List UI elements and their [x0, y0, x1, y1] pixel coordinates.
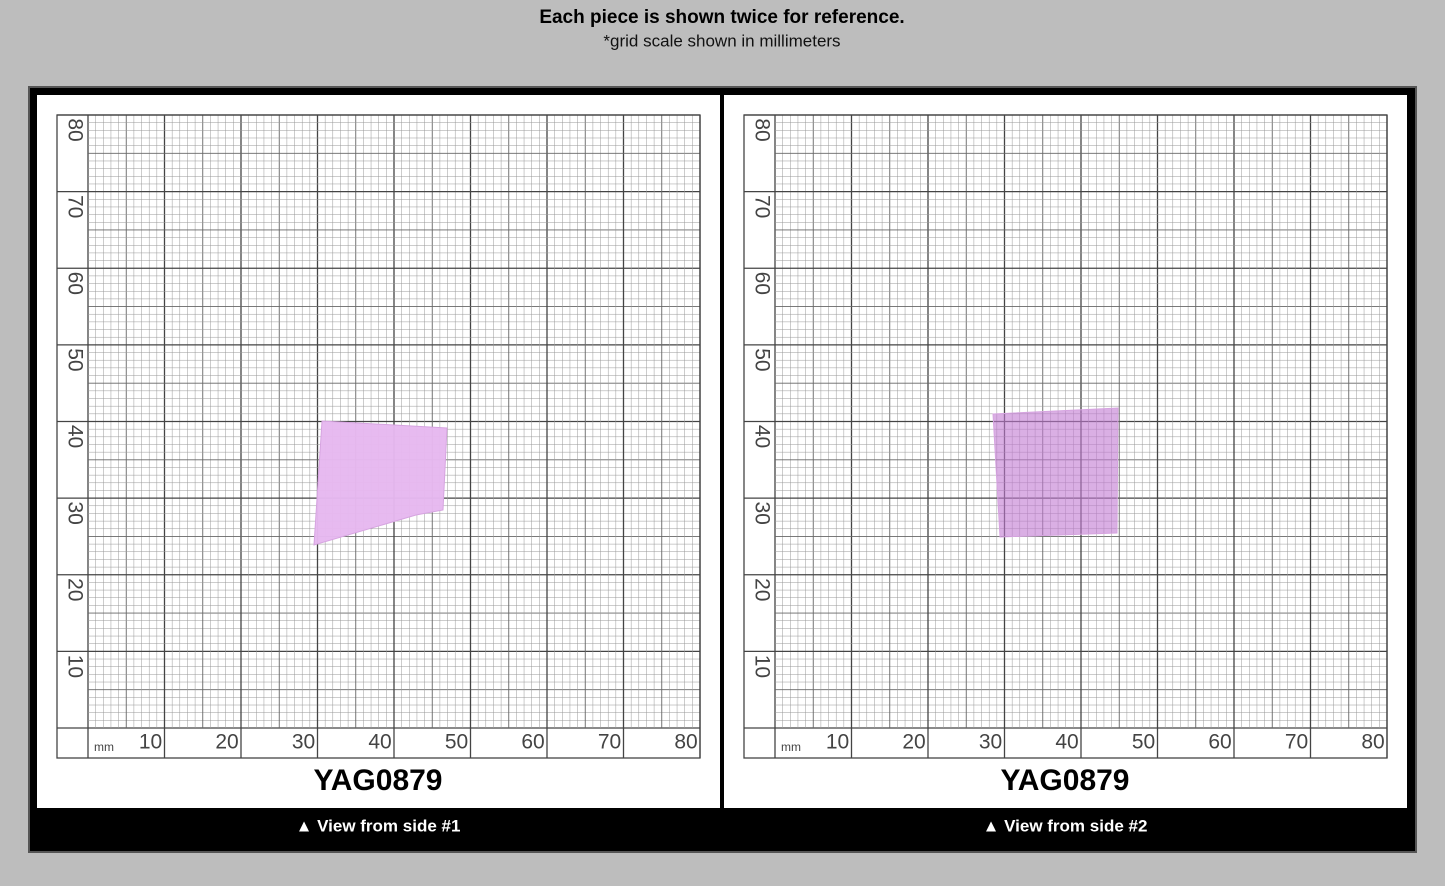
y-scale-label: 20: [63, 578, 86, 601]
y-scale-label: 60: [750, 272, 773, 295]
y-scale-label: 50: [63, 348, 86, 371]
y-scale-label: 50: [750, 348, 773, 371]
x-scale-label: 60: [1208, 731, 1231, 754]
x-scale-label: 80: [1361, 731, 1384, 754]
x-scale-label: 70: [1285, 731, 1308, 754]
x-scale-label: 70: [598, 731, 621, 754]
y-scale-label: 30: [63, 501, 86, 524]
x-scale-label: 50: [445, 731, 468, 754]
y-scale-label: 30: [750, 501, 773, 524]
x-scale-label: 30: [979, 731, 1002, 754]
unit-label: mm: [781, 740, 801, 754]
x-scale-label: 60: [521, 731, 544, 754]
y-scale-label: 70: [63, 195, 86, 218]
y-scale-label: 80: [63, 118, 86, 141]
y-scale-label: 40: [750, 425, 773, 448]
panel: 10 20 30 40 50 60 70 80 mm 80 70 60 50 40 30 20 10 YAG087…: [743, 114, 1388, 835]
caption: ▲ View from side #1: [296, 816, 461, 835]
caption: ▲ View from side #2: [983, 816, 1148, 835]
x-scale-label: 80: [674, 731, 697, 754]
crystal: [313, 420, 448, 546]
x-scale-label: 40: [1055, 731, 1078, 754]
panel: 10 20 30 40 50 60 70 80 mm 80 70 60 50 40 30 20 10 YAG087…: [56, 114, 701, 835]
title: Each piece is shown twice for reference.: [539, 7, 904, 28]
y-scale-label: 10: [750, 655, 773, 678]
x-scale-label: 50: [1132, 731, 1155, 754]
piece-label: YAG0879: [314, 764, 443, 797]
grid-border: [743, 114, 1388, 759]
x-scale-label: 30: [292, 731, 315, 754]
x-scale-label: 10: [826, 731, 849, 754]
piece-label: YAG0879: [1001, 764, 1130, 797]
y-scale-label: 60: [63, 272, 86, 295]
y-scale-label: 40: [63, 425, 86, 448]
x-scale-label: 20: [215, 731, 238, 754]
x-scale-label: 10: [139, 731, 162, 754]
crystal: [992, 407, 1119, 538]
y-scale-label: 20: [750, 578, 773, 601]
y-scale-label: 70: [750, 195, 773, 218]
grid-border: [56, 114, 701, 759]
unit-label: mm: [94, 740, 114, 754]
y-scale-label: 80: [750, 118, 773, 141]
x-scale-label: 40: [368, 731, 391, 754]
y-scale-label: 10: [63, 655, 86, 678]
subtitle: *grid scale shown in millimeters: [603, 31, 840, 50]
x-scale-label: 20: [902, 731, 925, 754]
